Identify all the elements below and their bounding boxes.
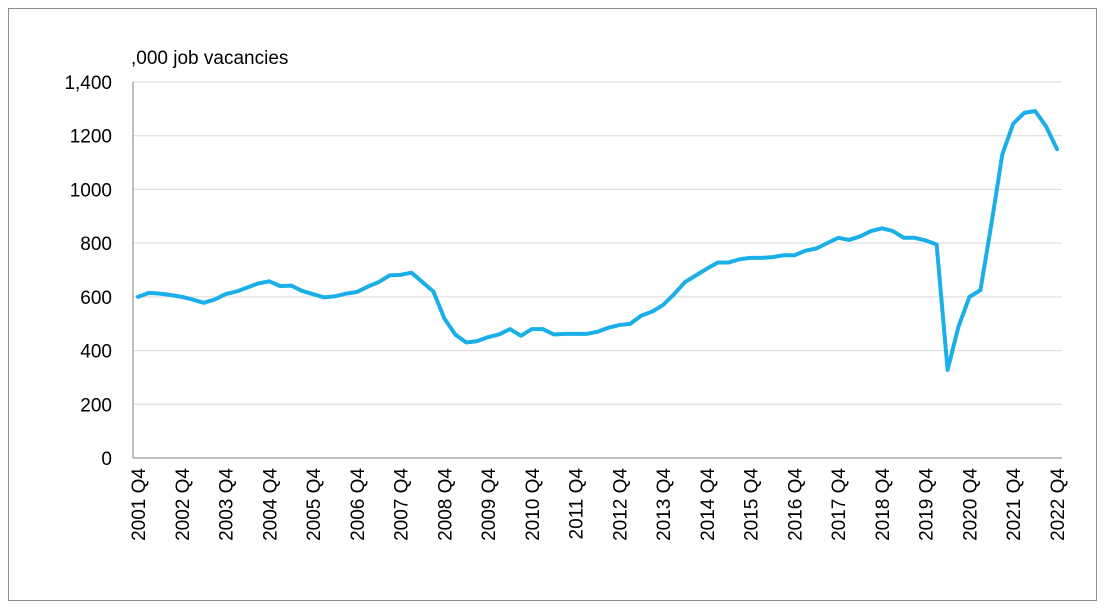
y-tick-label: 800 <box>80 234 112 255</box>
x-tick-label: 2019 Q4 <box>917 468 938 541</box>
x-tick-label: 2007 Q4 <box>392 468 413 541</box>
y-tick-label: 0 <box>101 449 112 470</box>
x-tick-label: 2011 Q4 <box>567 468 588 540</box>
y-tick-label: 600 <box>80 288 112 309</box>
y-tick-label: 1200 <box>70 127 112 148</box>
y-tick-label: 400 <box>80 342 112 363</box>
x-tick-label: 2021 Q4 <box>1004 468 1025 541</box>
y-tick-label: 200 <box>80 395 112 416</box>
x-tick-label: 2006 Q4 <box>348 468 369 541</box>
x-tick-label: 2005 Q4 <box>304 468 325 541</box>
x-tick-label: 2003 Q4 <box>217 468 238 541</box>
x-tick-label: 2018 Q4 <box>873 468 894 541</box>
x-tick-label: 2013 Q4 <box>654 468 675 541</box>
x-tick-label: 2014 Q4 <box>698 468 719 541</box>
x-tick-label: 2015 Q4 <box>742 468 763 541</box>
y-axis-label: ,000 job vacancies <box>131 48 288 69</box>
frame <box>8 8 1097 601</box>
x-tick-label: 2002 Q4 <box>173 468 194 541</box>
x-tick-label: 2008 Q4 <box>435 468 456 541</box>
x-tick-label: 2004 Q4 <box>260 468 281 541</box>
line-series <box>136 109 1059 372</box>
x-tick-label: 2009 Q4 <box>479 468 500 541</box>
y-tick-label: 1,400 <box>64 73 112 94</box>
x-tick-label: 2016 Q4 <box>785 468 806 541</box>
x-tick-label: 2022 Q4 <box>1048 468 1069 541</box>
x-tick-label: 2001 Q4 <box>129 468 150 541</box>
x-tick-label: 2010 Q4 <box>523 468 544 541</box>
x-tick-label: 2020 Q4 <box>960 468 981 541</box>
x-tick-label: 2017 Q4 <box>829 468 850 541</box>
x-tick-label: 2012 Q4 <box>610 468 631 541</box>
y-tick-label: 1000 <box>70 180 112 201</box>
